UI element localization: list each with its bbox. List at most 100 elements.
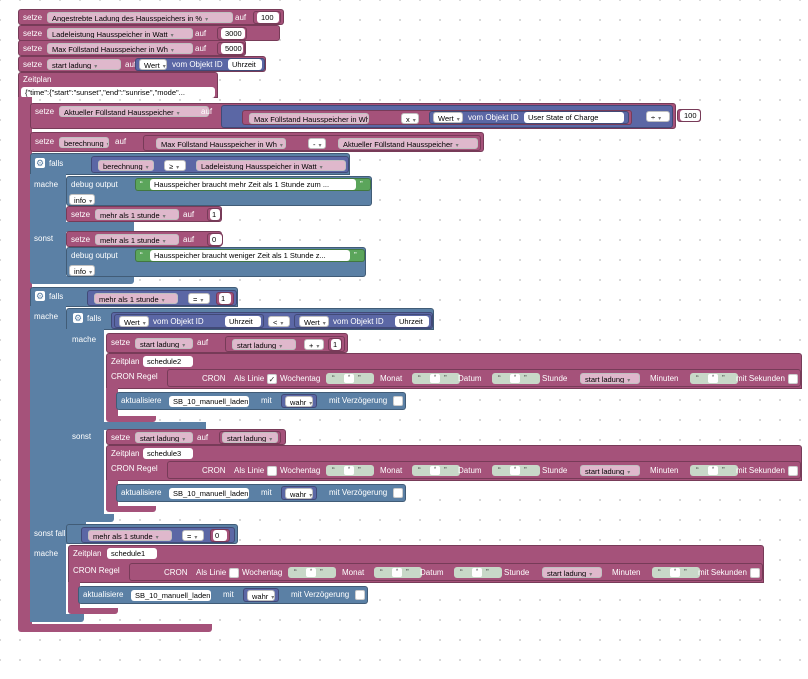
var-dropdown-mehr-als-1[interactable]: mehr als 1 stunde ▾ xyxy=(95,209,179,220)
checkbox-wochentag-3[interactable] xyxy=(229,568,239,578)
value-angestrebte[interactable]: 100 xyxy=(257,12,279,23)
var-dropdown-start-ladung-6[interactable]: start ladung ▾ xyxy=(222,432,278,443)
object-sb-manuell-1[interactable]: SB_10_manuell_laden xyxy=(169,396,249,407)
object-id-uhrzeit[interactable]: Uhrzeit xyxy=(228,59,262,70)
var-dropdown-start-ladung-8[interactable]: start ladung ▾ xyxy=(542,567,602,578)
checkbox-verzoegerung-1[interactable] xyxy=(393,396,403,406)
wert-dropdown-4[interactable]: Wert ▾ xyxy=(299,316,329,327)
value-mehr-true[interactable]: 1 xyxy=(210,209,220,220)
cron-monat-field-2[interactable]: “*” xyxy=(412,465,460,476)
set-angestrebte-block[interactable]: setze Angestrebte Ladung des Hausspeiche… xyxy=(18,9,284,25)
checkbox-verzoegerung-2[interactable] xyxy=(393,488,403,498)
operator-divide[interactable]: ÷ ▾ xyxy=(646,111,670,122)
zeitplan-schedule1-block[interactable]: Zeitplan schedule1 CRON Regel CRON Als L… xyxy=(68,545,764,583)
set-max-fuellstand-block[interactable]: setze Max Füllstand Hausspeicher in Wh ▾ … xyxy=(18,40,246,56)
gear-icon[interactable]: ⚙ xyxy=(35,158,45,168)
wert-dropdown[interactable]: Wert ▾ xyxy=(139,59,167,70)
set-start-ladung-sonst[interactable]: setze start ladung ▾ auf start ladung ▾ xyxy=(106,429,286,445)
set-start-ladung-block[interactable]: setze start ladung ▾ auf Wert ▾ vom Objekt… xyxy=(18,56,266,72)
operator-ge[interactable]: ≥ ▾ xyxy=(164,160,186,171)
value-cmp-one[interactable]: 1 xyxy=(219,293,231,304)
var-dropdown-start-ladung-5[interactable]: start ladung ▾ xyxy=(135,432,193,443)
bool-wahr-1[interactable]: wahr ▾ xyxy=(285,396,313,407)
else-if-block[interactable]: mehr als 1 stunde ▾ = ▾ 0 xyxy=(66,524,238,544)
aktualisiere-block-2[interactable]: aktualisiere SB_10_manuell_laden mit wah… xyxy=(116,484,406,502)
var-dropdown-max-fuellstand-3[interactable]: Max Füllstand Hausspeicher in Wh ▾ xyxy=(156,138,286,149)
cron-datum-field-3[interactable]: “*” xyxy=(454,567,502,578)
cron-datum-field[interactable]: “*” xyxy=(492,373,540,384)
debug-output-1[interactable]: debug output “ Hausspeicher braucht mehr… xyxy=(66,176,372,206)
var-dropdown-start-ladung-2[interactable]: start ladung ▾ xyxy=(135,338,193,349)
value-ladeleistung[interactable]: 3000 xyxy=(221,28,245,39)
var-dropdown-berechnung[interactable]: berechnung▾ xyxy=(59,137,109,148)
if-block-inner[interactable]: ⚙ falls Wert ▾ vom Objekt ID Uhrzeit < ▾ W… xyxy=(66,308,434,330)
checkbox-wochentag-2[interactable] xyxy=(267,466,277,476)
set-aktueller-fuellstand-block[interactable]: setze Aktueller Füllstand Hausspeicher ▾ … xyxy=(30,103,701,129)
bool-wahr-3[interactable]: wahr ▾ xyxy=(247,590,275,601)
schedule3-name[interactable]: schedule3 xyxy=(143,448,193,459)
var-dropdown-start-ladung[interactable]: start ladung ▾ xyxy=(47,59,121,70)
var-dropdown-start-ladung-4[interactable]: start ladung ▾ xyxy=(580,373,640,384)
value-mehr-false[interactable]: 0 xyxy=(210,234,222,245)
object-sb-manuell-2[interactable]: SB_10_manuell_laden xyxy=(169,488,249,499)
object-sb-manuell-3[interactable]: SB_10_manuell_laden xyxy=(131,590,211,601)
operator-multiply[interactable]: x ▾ xyxy=(401,113,419,124)
var-dropdown-start-ladung-7[interactable]: start ladung ▾ xyxy=(580,465,640,476)
var-dropdown-mehr-als-3[interactable]: mehr als 1 stunde ▾ xyxy=(94,293,178,304)
set-mehr-false-block[interactable]: setze mehr als 1 stunde ▾ auf 0 xyxy=(66,231,223,247)
debug-output-2[interactable]: debug output “ Hausspeicher braucht weni… xyxy=(66,247,366,277)
zeitplan-schedule3-block[interactable]: Zeitplan schedule3 CRON Regel CRON Als L… xyxy=(106,445,802,481)
var-dropdown-mehr-als-2[interactable]: mehr als 1 stunde ▾ xyxy=(95,234,179,245)
cron-monat-field-3[interactable]: “*” xyxy=(374,567,422,578)
value-divisor[interactable]: 100 xyxy=(680,110,700,121)
set-mehr-true-block[interactable]: setze mehr als 1 stunde ▾ auf 1 xyxy=(66,206,222,222)
set-berechnung-block[interactable]: setze berechnung▾ auf Max Füllstand Haus… xyxy=(30,132,484,152)
aktualisiere-block-1[interactable]: aktualisiere SB_10_manuell_laden mit wah… xyxy=(116,392,406,410)
debug-text-2[interactable]: Hausspeicher braucht weniger Zeit als 1 … xyxy=(150,250,350,261)
wert-dropdown-3[interactable]: Wert ▾ xyxy=(119,316,149,327)
var-dropdown-aktueller-fuellstand-2[interactable]: Aktueller Füllstand Hausspeicher ▾ xyxy=(338,138,478,149)
operator-eq-2[interactable]: = ▾ xyxy=(182,530,204,541)
cron-monat-field[interactable]: “*” xyxy=(412,373,460,384)
cron-minuten-field[interactable]: “*” xyxy=(690,373,738,384)
zeitplan-block[interactable]: Zeitplan {"time":{"start":"sunset","end"… xyxy=(18,72,218,98)
checkbox-mit-sekunden[interactable] xyxy=(788,374,798,384)
cron-minuten-field-3[interactable]: “*” xyxy=(652,567,700,578)
object-id-uhrzeit-2[interactable]: Uhrzeit xyxy=(225,316,261,327)
value-max-fuellstand[interactable]: 5000 xyxy=(221,43,243,54)
object-id-uhrzeit-3[interactable]: Uhrzeit xyxy=(395,316,429,327)
if-block-2[interactable]: ⚙ falls mehr als 1 stunde ▾ = ▾ 1 xyxy=(30,287,238,307)
gear-icon[interactable]: ⚙ xyxy=(73,313,83,323)
log-level-dropdown-2[interactable]: info ▾ xyxy=(69,265,95,276)
cron-datum-field-2[interactable]: “*” xyxy=(492,465,540,476)
cron-wochentag-field[interactable]: “*” xyxy=(326,373,374,384)
cron-wochentag-field-2[interactable]: “*” xyxy=(326,465,374,476)
checkbox-wochentag-checked[interactable]: ✓ xyxy=(267,374,277,384)
var-dropdown-start-ladung-3[interactable]: start ladung ▾ xyxy=(232,339,296,350)
debug-text-1[interactable]: Hausspeicher braucht mehr Zeit als 1 Stu… xyxy=(150,179,356,190)
var-dropdown-max-fuellstand[interactable]: Max Füllstand Hausspeicher in Wh ▾ xyxy=(47,43,193,54)
var-dropdown-angestrebte[interactable]: Angestrebte Ladung des Hausspeichers in … xyxy=(47,12,233,23)
schedule-json-field[interactable]: {"time":{"start":"sunset","end":"sunrise… xyxy=(21,87,215,98)
var-dropdown-max-fuellstand-2[interactable]: Max Füllstand Hausspeicher in Wh▾ xyxy=(249,113,369,124)
aktualisiere-block-3[interactable]: aktualisiere SB_10_manuell_laden mit wah… xyxy=(78,586,368,604)
set-start-ladung-plus[interactable]: setze start ladung ▾ auf start ladung ▾ + ▾… xyxy=(106,333,348,353)
cron-wochentag-field-3[interactable]: “*” xyxy=(288,567,336,578)
checkbox-verzoegerung-3[interactable] xyxy=(355,590,365,600)
schedule2-name[interactable]: schedule2 xyxy=(143,356,193,367)
operator-plus[interactable]: + ▾ xyxy=(304,339,324,350)
var-dropdown-ladeleistung[interactable]: Ladeleistung Hausspeicher in Watt ▾ xyxy=(47,28,193,39)
cron-minuten-field-2[interactable]: “*” xyxy=(690,465,738,476)
object-id-user-state[interactable]: User State of Charge xyxy=(524,112,624,123)
var-dropdown-ladeleistung-2[interactable]: Ladeleistung Hausspeicher in Watt ▾ xyxy=(196,160,346,171)
gear-icon[interactable]: ⚙ xyxy=(35,291,45,301)
schedule1-name[interactable]: schedule1 xyxy=(107,548,157,559)
value-add-one[interactable]: 1 xyxy=(331,339,341,350)
var-dropdown-berechnung-2[interactable]: berechnung ▾ xyxy=(98,160,154,171)
wert-dropdown-2[interactable]: Wert ▾ xyxy=(433,112,463,123)
var-dropdown-aktueller-fuellstand[interactable]: Aktueller Füllstand Hausspeicher ▾ xyxy=(59,106,209,117)
set-ladeleistung-block[interactable]: setze Ladeleistung Hausspeicher in Watt ▾… xyxy=(18,25,280,41)
zeitplan-schedule2-block[interactable]: Zeitplan schedule2 CRON Regel CRON Als L… xyxy=(106,353,802,389)
bool-wahr-2[interactable]: wahr ▾ xyxy=(285,488,313,499)
operator-lt[interactable]: < ▾ xyxy=(268,316,290,327)
